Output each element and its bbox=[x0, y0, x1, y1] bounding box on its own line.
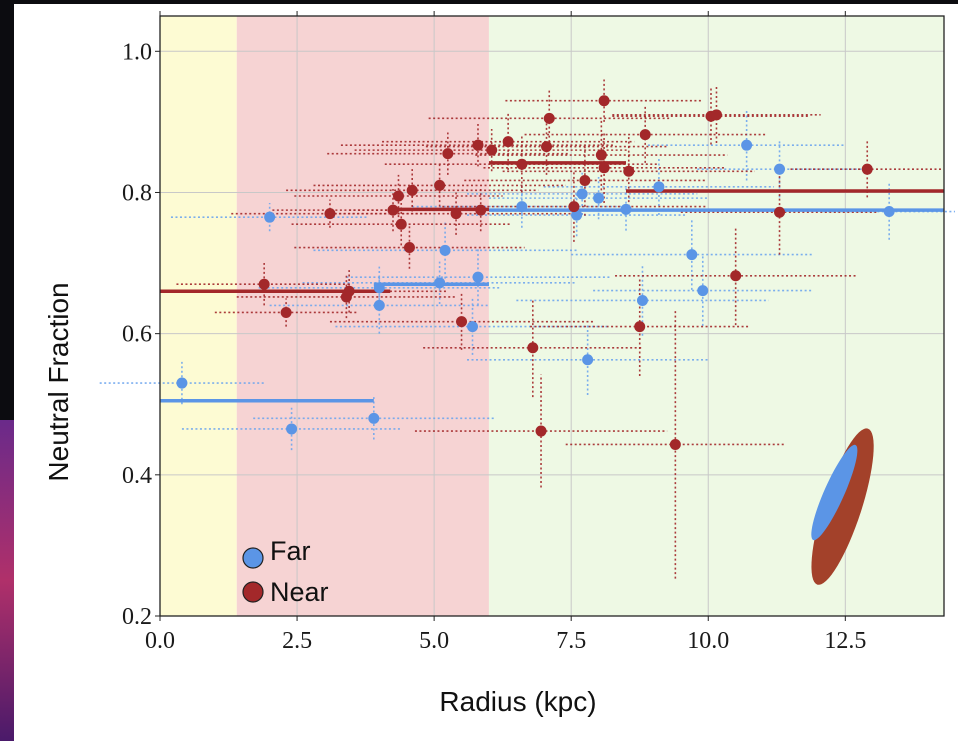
far-point bbox=[653, 181, 665, 193]
far-point bbox=[373, 299, 385, 311]
near-point bbox=[324, 208, 336, 220]
near-point bbox=[442, 148, 454, 160]
x-tick-label: 12.5 bbox=[824, 628, 866, 654]
shaded-region-1 bbox=[160, 16, 237, 616]
x-tick-labels: 0.0 2.5 5.0 7.5 10.0 12.5 bbox=[145, 11, 866, 654]
far-point bbox=[467, 321, 479, 333]
near-point bbox=[730, 270, 742, 282]
y-axis-title: Neutral Fraction bbox=[43, 282, 74, 481]
shaded-region-2 bbox=[236, 16, 489, 616]
near-point bbox=[568, 201, 580, 213]
near-point bbox=[343, 285, 355, 297]
x-axis-title: Radius (kpc) bbox=[439, 686, 596, 717]
near-point bbox=[710, 109, 722, 121]
far-point bbox=[593, 192, 605, 204]
near-point bbox=[774, 206, 786, 218]
near-point bbox=[395, 218, 407, 230]
near-point bbox=[639, 129, 651, 141]
near-point bbox=[516, 158, 528, 170]
far-point bbox=[516, 201, 528, 213]
x-tick-label: 5.0 bbox=[419, 628, 449, 654]
x-tick-label: 2.5 bbox=[282, 628, 312, 654]
far-point bbox=[472, 271, 484, 283]
plot-frame bbox=[159, 15, 945, 617]
near-point bbox=[527, 342, 539, 354]
far-points bbox=[176, 139, 895, 435]
covariance-ellipses bbox=[811, 428, 874, 585]
near-point bbox=[543, 112, 555, 124]
y-tick-label: 0.4 bbox=[122, 463, 152, 489]
near-point bbox=[669, 438, 681, 450]
near-point bbox=[598, 95, 610, 107]
y-tick-label: 1.0 bbox=[122, 39, 152, 65]
y-tick-label: 0.6 bbox=[122, 322, 152, 348]
far-point bbox=[636, 294, 648, 306]
legend: Far Near bbox=[242, 536, 329, 607]
near-point bbox=[450, 208, 462, 220]
near-point bbox=[472, 139, 484, 151]
scatter-chart: 0.0 2.5 5.0 7.5 10.0 12.5 0.2 0.4 0.6 0.8 1.0 Rad… bbox=[43, 11, 955, 717]
x-tick-label: 7.5 bbox=[556, 628, 586, 654]
far-point bbox=[741, 139, 753, 151]
far-point bbox=[576, 188, 588, 200]
far-point bbox=[264, 211, 276, 223]
near-point bbox=[258, 278, 270, 290]
legend-near-label: Near bbox=[270, 577, 329, 607]
near-point bbox=[475, 204, 487, 216]
near-point bbox=[502, 136, 514, 148]
legend-far-marker bbox=[242, 547, 264, 569]
near-point bbox=[280, 306, 292, 318]
near-point bbox=[861, 163, 873, 175]
far-point bbox=[686, 249, 698, 261]
far-point bbox=[697, 285, 709, 297]
legend-near-marker bbox=[242, 581, 264, 603]
near-point bbox=[535, 425, 547, 437]
far-point bbox=[883, 206, 895, 218]
y-tick-label: 0.2 bbox=[122, 604, 152, 630]
nebula-strip bbox=[0, 420, 14, 741]
far-covariance-ellipse bbox=[811, 444, 858, 541]
y-tick-labels: 0.2 0.4 0.6 0.8 1.0 bbox=[122, 39, 160, 630]
far-point bbox=[434, 277, 446, 289]
binned-mean-lines bbox=[160, 161, 944, 403]
far-point bbox=[439, 244, 451, 256]
near-point bbox=[403, 242, 415, 254]
far-point bbox=[582, 354, 594, 366]
near-point bbox=[595, 149, 607, 161]
far-point bbox=[286, 423, 298, 435]
x-tick-label: 0.0 bbox=[145, 628, 175, 654]
far-point bbox=[774, 163, 786, 175]
near-point bbox=[541, 141, 553, 153]
near-covariance-ellipse bbox=[811, 428, 874, 585]
far-point bbox=[176, 377, 188, 389]
near-point bbox=[623, 165, 635, 177]
near-point bbox=[486, 144, 498, 156]
near-point bbox=[598, 162, 610, 174]
far-point bbox=[373, 282, 385, 294]
far-point bbox=[368, 412, 380, 424]
near-point bbox=[634, 321, 646, 333]
legend-far-label: Far bbox=[270, 536, 311, 566]
x-tick-label: 10.0 bbox=[687, 628, 729, 654]
far-point bbox=[620, 203, 632, 215]
near-point bbox=[456, 316, 468, 328]
near-point bbox=[387, 204, 399, 216]
figure-panel: 0.0 2.5 5.0 7.5 10.0 12.5 0.2 0.4 0.6 0.8 1.0 Rad… bbox=[14, 4, 958, 741]
near-point bbox=[579, 174, 591, 186]
y-tick-label: 0.8 bbox=[122, 180, 152, 206]
far-point bbox=[571, 209, 583, 221]
near-point bbox=[406, 184, 418, 196]
near-point bbox=[392, 190, 404, 202]
near-point bbox=[434, 179, 446, 191]
near-points bbox=[258, 95, 873, 450]
